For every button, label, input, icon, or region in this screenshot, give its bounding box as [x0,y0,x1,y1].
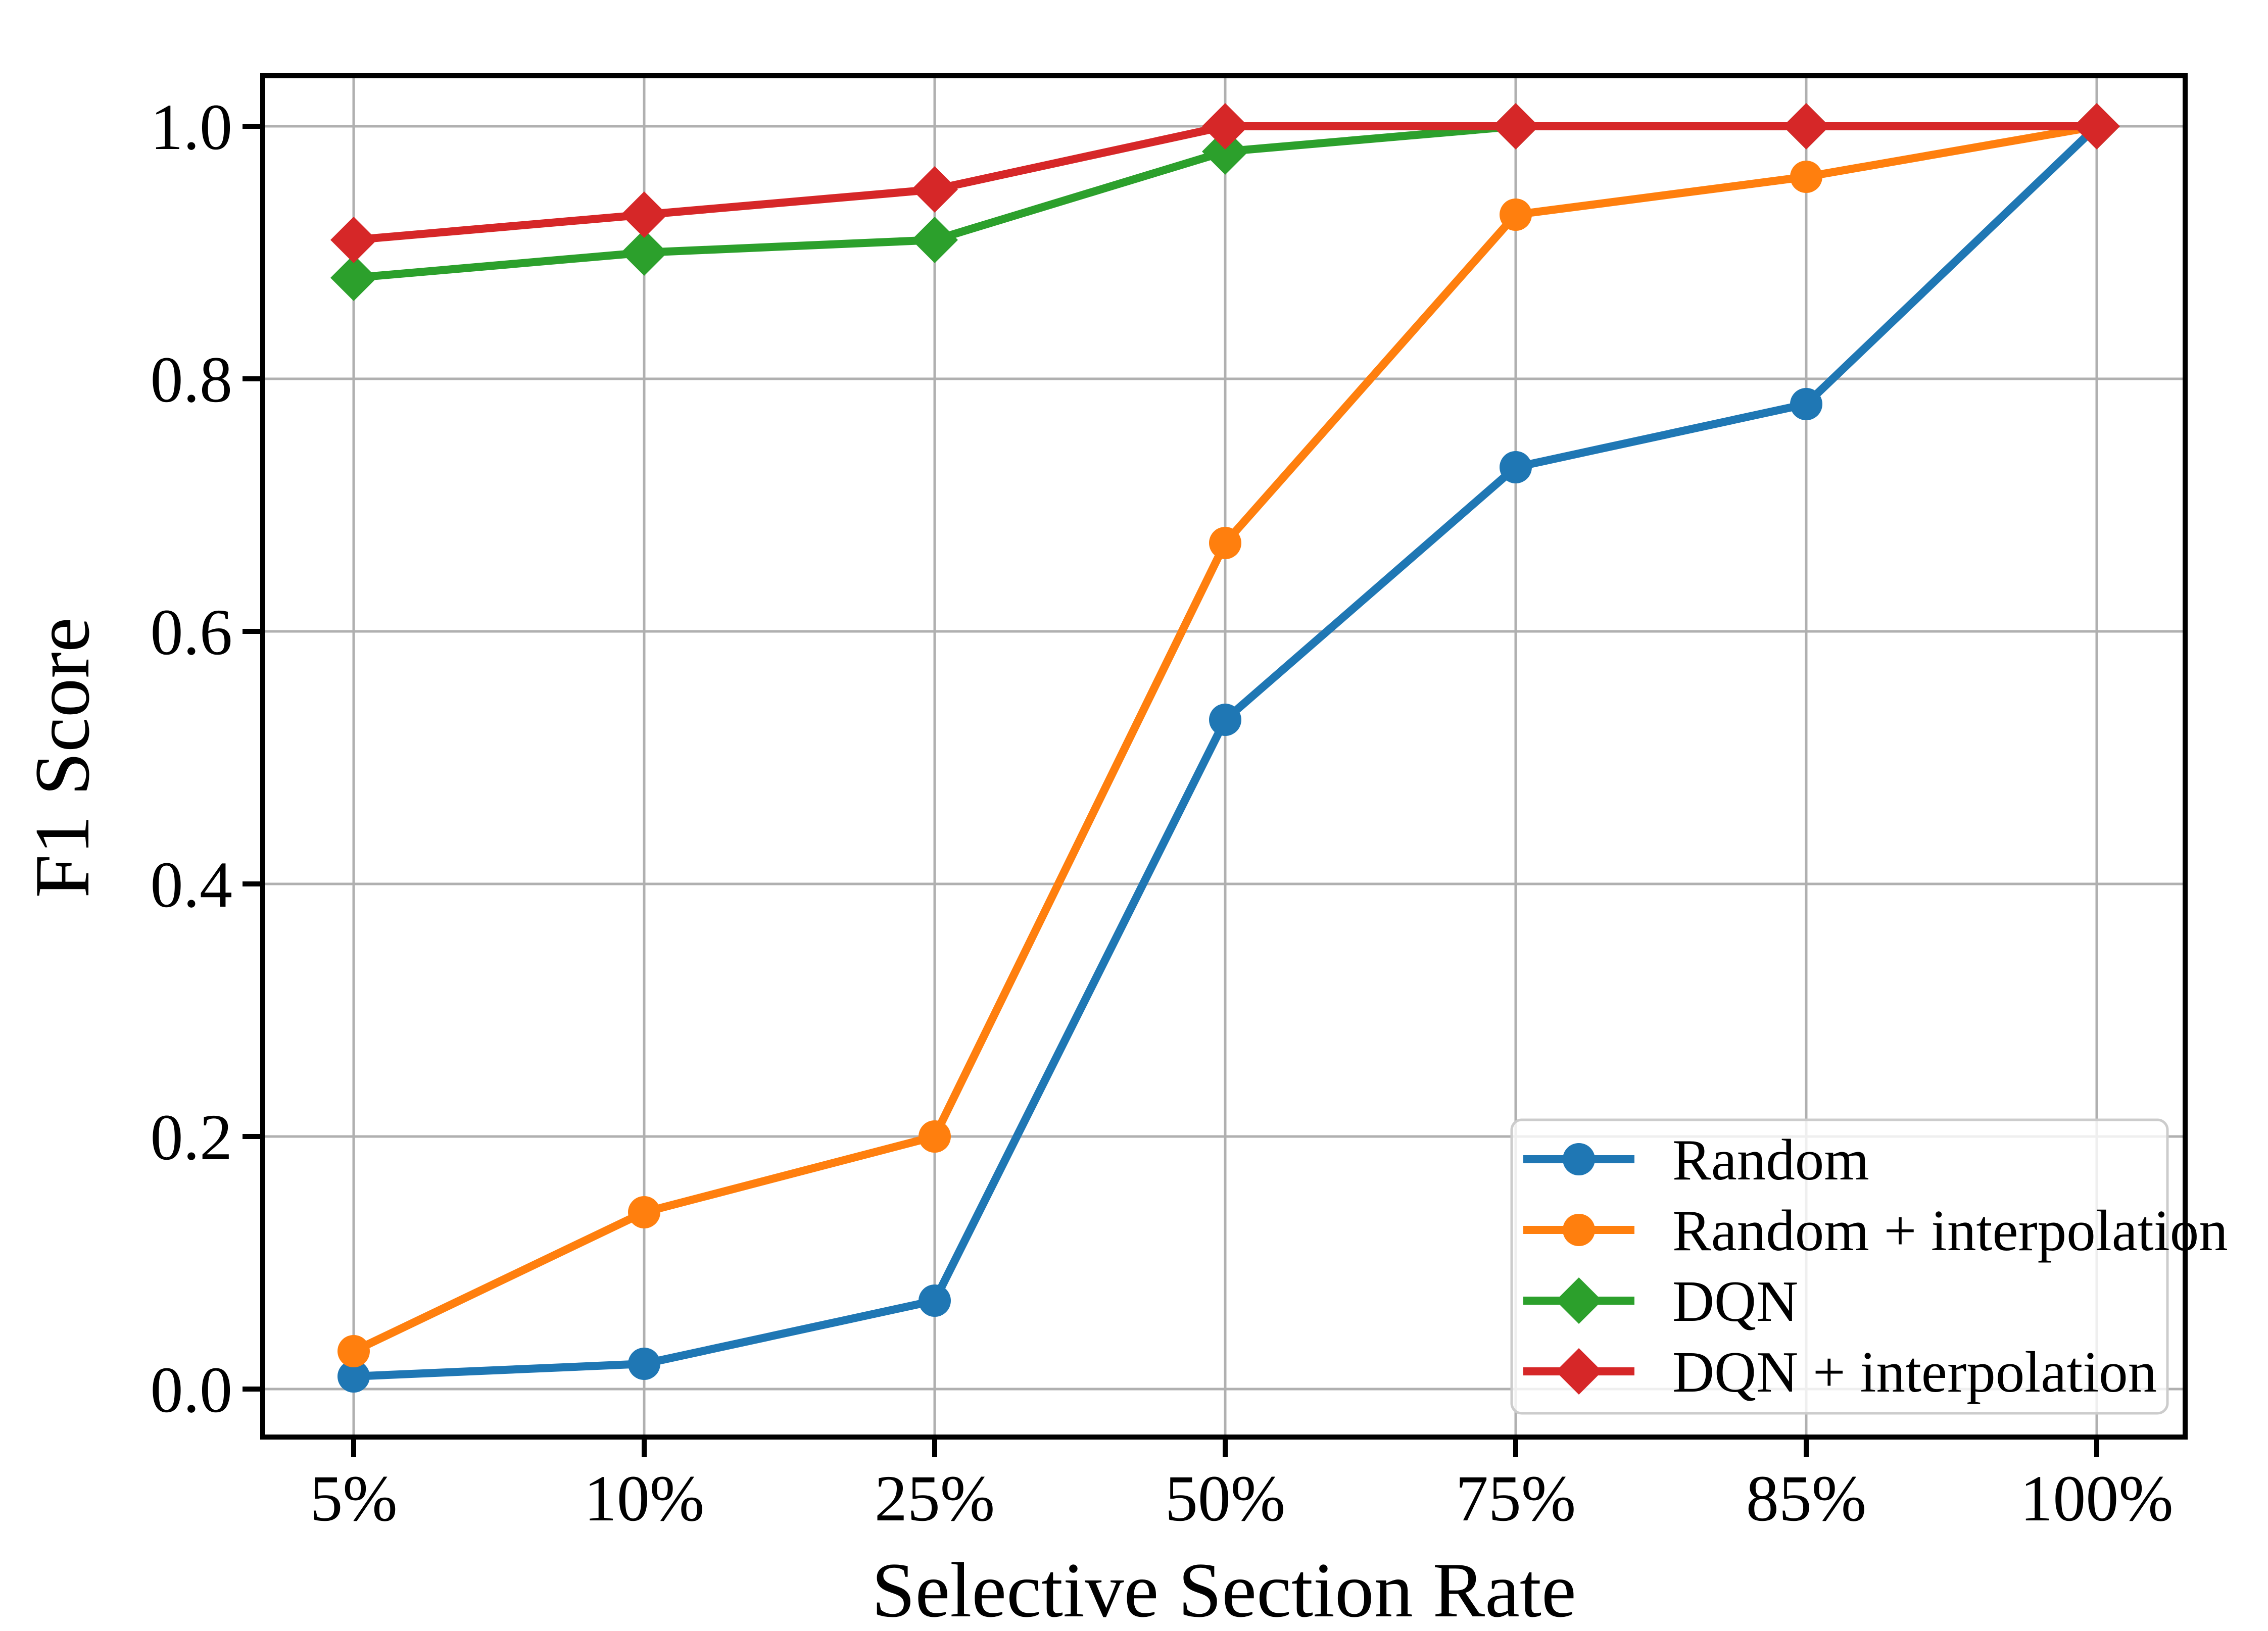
legend-item: Random [1523,1128,1869,1192]
data-point-marker [1790,388,1822,420]
legend-label: DQN + interpolation [1672,1340,2157,1404]
x-tick-label: 100% [2020,1462,2173,1535]
data-point-marker [628,1348,660,1380]
y-tick-label: 0.6 [151,596,233,669]
y-axis-label: F1 Score [19,617,106,898]
y-tick-label: 0.4 [151,849,233,921]
x-axis-label: Selective Section Rate [872,1547,1576,1631]
data-point-marker [621,191,667,238]
y-tick-label: 0.8 [151,343,233,416]
plot-series [330,103,2120,1393]
legend-marker [1563,1214,1595,1246]
x-tick-label: 10% [584,1462,704,1535]
y-tick-label: 0.0 [151,1354,233,1426]
data-point-marker [628,1196,660,1228]
data-point-marker [337,1360,370,1393]
data-point-marker [1790,161,1822,193]
data-point-marker [1492,103,1539,150]
legend-marker [1556,1348,1602,1395]
data-point-marker [2073,103,2120,150]
x-tick-labels: 5% 10% 25% 50% 75% 85% 100% [310,1462,2173,1535]
data-point-marker [1202,128,1248,175]
data-point-marker [1500,451,1532,483]
data-point-marker [1500,199,1532,231]
legend-item: DQN [1523,1269,1798,1333]
x-tick-label: 75% [1456,1462,1576,1535]
data-point-marker [1783,103,1829,150]
series-dqn-interpolation [330,103,2120,263]
data-point-marker [911,217,958,263]
plot-border [260,73,2188,1440]
legend-label: DQN [1672,1269,1798,1333]
data-point-marker [621,229,667,276]
y-tick-label: 1.0 [151,91,233,164]
data-point-marker [330,255,377,301]
data-point-marker [911,166,958,213]
y-tick-labels: 0.0 0.2 0.4 0.6 0.8 1.0 [151,91,233,1426]
legend-label: Random + interpolation [1672,1199,2228,1263]
legend-label: Random [1672,1128,1869,1192]
data-point-marker [1209,527,1241,559]
y-tick-label: 0.2 [151,1101,233,1174]
x-tick-label: 50% [1165,1462,1285,1535]
legend-item: Random + interpolation [1523,1199,2228,1263]
legend-box [1510,1118,2169,1415]
data-point-marker [919,1284,951,1317]
x-tick-label: 5% [310,1462,397,1535]
data-point-marker [330,217,377,263]
legend-marker [1563,1143,1595,1175]
x-tick-label: 85% [1746,1462,1866,1535]
data-point-marker [337,1335,370,1367]
legend-marker [1556,1277,1602,1324]
data-point-marker [919,1120,951,1153]
x-tick-label: 25% [875,1462,995,1535]
axis-ticks [243,124,2099,1457]
data-point-marker [1202,103,1248,150]
data-point-marker [1209,704,1241,736]
legend-item: DQN + interpolation [1523,1340,2157,1404]
